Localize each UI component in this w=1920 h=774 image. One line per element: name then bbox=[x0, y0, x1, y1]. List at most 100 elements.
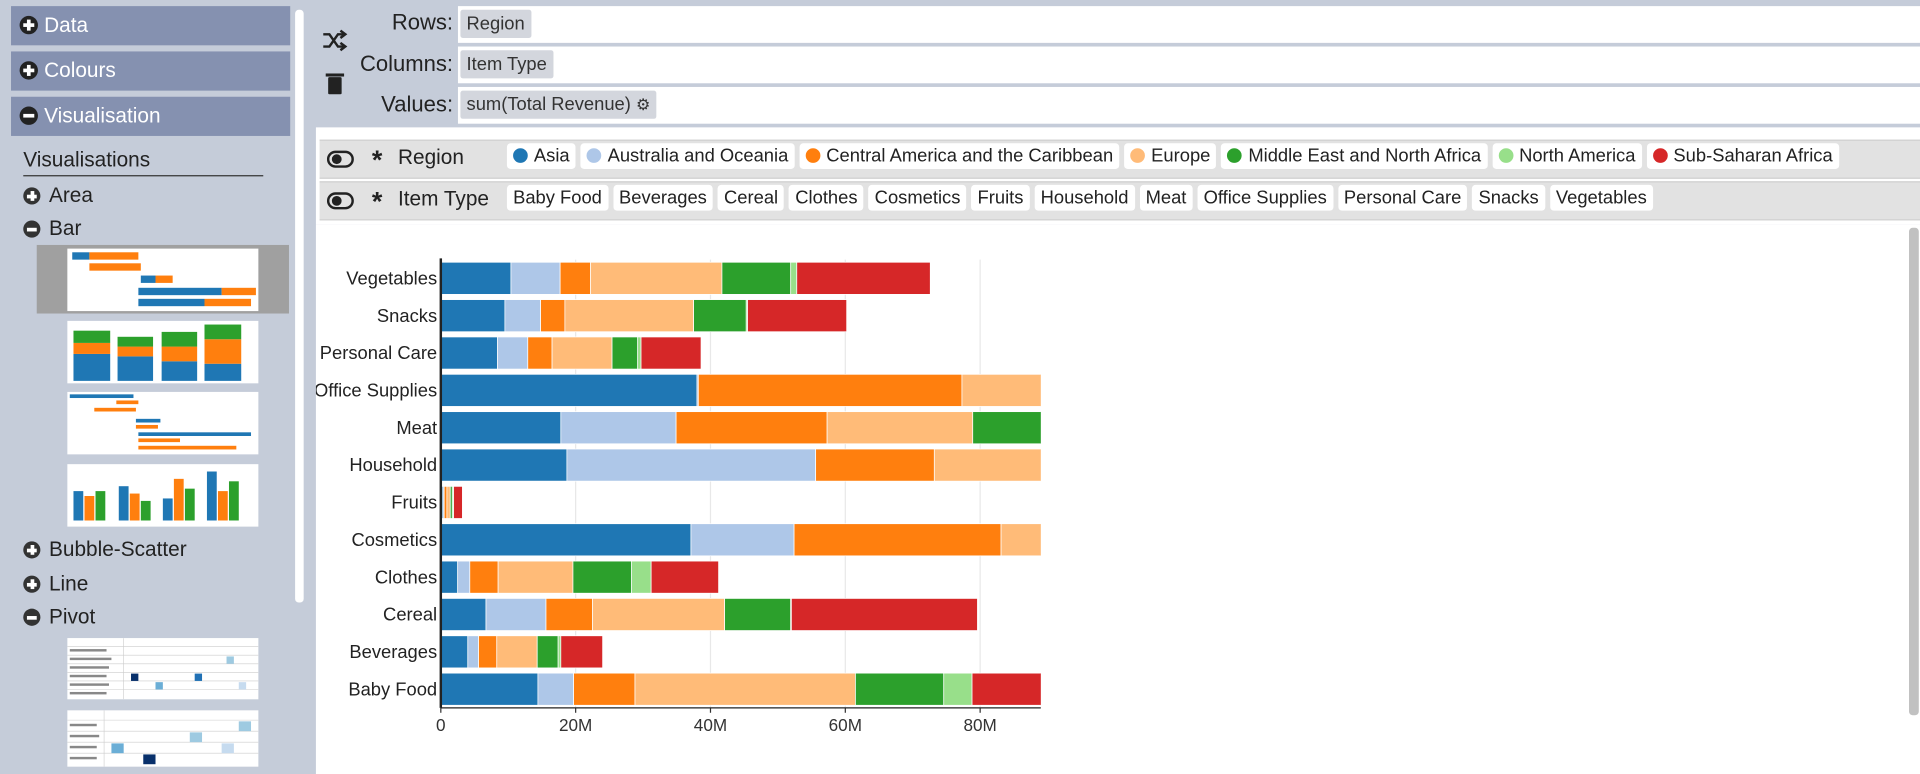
bar-segment bbox=[559, 261, 591, 295]
bar-segment bbox=[1224, 449, 1426, 481]
legend-label: Europe bbox=[1151, 145, 1211, 167]
filter-chip[interactable]: Asia bbox=[506, 143, 576, 170]
bar-segment bbox=[545, 598, 593, 631]
bar-segment bbox=[440, 373, 698, 407]
section-button[interactable]: Colours bbox=[11, 51, 291, 91]
shelf-chip[interactable]: sum(Total Revenue) ⚙ bbox=[460, 90, 657, 119]
bar-segment bbox=[1265, 374, 1285, 406]
shelf-label: Columns: bbox=[359, 51, 454, 76]
bar-segment bbox=[697, 373, 963, 407]
tree-item[interactable]: Bar bbox=[23, 216, 81, 243]
y-tick-label: Cereal bbox=[383, 604, 437, 625]
y-tick-label: Vegetables bbox=[346, 267, 437, 288]
bar-segment bbox=[961, 373, 1041, 407]
thumbnail[interactable] bbox=[67, 248, 259, 312]
bar-segment bbox=[527, 336, 553, 370]
bar-segment bbox=[440, 336, 498, 370]
shuffle-icon[interactable] bbox=[323, 33, 345, 48]
shelf-label: Values: bbox=[381, 91, 454, 117]
filter-row: * Item Type Baby Food Beverages Cereal Clot… bbox=[319, 181, 1920, 221]
filter-icons[interactable]: * bbox=[326, 191, 383, 213]
shelf-chip[interactable]: Item Type bbox=[460, 50, 553, 79]
tree-item[interactable]: Pivot bbox=[23, 604, 95, 631]
bar-segment bbox=[637, 336, 642, 370]
bar-segment bbox=[675, 411, 828, 445]
bar-segment bbox=[497, 336, 529, 370]
section-button[interactable]: Visualisation bbox=[11, 96, 291, 136]
shelf-chip[interactable]: Region bbox=[460, 9, 531, 38]
bar-segment bbox=[790, 261, 798, 295]
legend-dot bbox=[586, 148, 602, 163]
scrollbar[interactable] bbox=[1908, 227, 1919, 716]
filter-chip[interactable]: Cereal bbox=[717, 184, 785, 211]
thumbnail[interactable] bbox=[67, 638, 259, 700]
thumbnail[interactable] bbox=[67, 391, 259, 455]
thumbnail[interactable] bbox=[67, 710, 259, 767]
filter-chip[interactable]: Central America and the Caribbean bbox=[799, 143, 1120, 170]
section-button[interactable]: Data bbox=[11, 6, 291, 46]
tree-item[interactable]: Line bbox=[23, 571, 88, 598]
filter-chip[interactable]: Household bbox=[1034, 184, 1135, 211]
y-tick-label: Fruits bbox=[391, 492, 437, 513]
bar-segment bbox=[724, 598, 792, 631]
filter-chip[interactable]: Beverages bbox=[612, 184, 713, 211]
bar-segment bbox=[650, 560, 719, 594]
bars bbox=[440, 261, 1455, 706]
filter-chip[interactable]: Australia and Oceania bbox=[580, 143, 795, 170]
bar-segment bbox=[796, 261, 931, 295]
thumbnail[interactable] bbox=[67, 464, 259, 527]
filter-chip[interactable]: Fruits bbox=[971, 184, 1030, 211]
scrollbar[interactable] bbox=[295, 9, 304, 603]
filter-chips: Asia Australia and Oceania Central America… bbox=[506, 143, 1844, 170]
bar-segment bbox=[1237, 524, 1250, 556]
bar-segment bbox=[693, 299, 747, 333]
y-tick-label: Household bbox=[349, 454, 437, 475]
filter-label: Region bbox=[397, 145, 464, 170]
bar-segment bbox=[826, 411, 974, 445]
bar-segment bbox=[564, 299, 694, 333]
filter-chip[interactable]: North America bbox=[1492, 143, 1642, 170]
svg-text:*: * bbox=[372, 149, 383, 171]
bar-segment bbox=[721, 261, 792, 295]
bar-segment bbox=[1130, 374, 1265, 406]
bar-segment bbox=[793, 523, 1002, 557]
bar-segment bbox=[690, 523, 795, 557]
shelf-box[interactable]: Region bbox=[457, 6, 1920, 43]
bar-segment bbox=[440, 560, 459, 594]
legend-label: Middle East and North Africa bbox=[1248, 145, 1482, 167]
filter-chip[interactable]: Snacks bbox=[1472, 184, 1545, 211]
filter-chip[interactable]: Cosmetics bbox=[868, 184, 967, 211]
filter-chip[interactable]: Clothes bbox=[789, 184, 864, 211]
bar-segment bbox=[485, 598, 547, 631]
bar-segment bbox=[440, 672, 539, 706]
shelf-box[interactable]: sum(Total Revenue) ⚙ bbox=[457, 86, 1920, 124]
x-tick-label: 20M bbox=[559, 715, 592, 735]
filter-chip[interactable]: Office Supplies bbox=[1197, 184, 1333, 211]
filter-chip[interactable]: Europe bbox=[1124, 143, 1217, 170]
tree-item[interactable]: Area bbox=[23, 182, 93, 209]
legend-label: Sub-Saharan Africa bbox=[1673, 145, 1833, 167]
tree-item[interactable]: Bubble-Scatter bbox=[23, 536, 187, 563]
thumbnail[interactable] bbox=[67, 320, 259, 384]
filter-chip[interactable]: Vegetables bbox=[1549, 184, 1653, 211]
bar-segment bbox=[1286, 374, 1455, 406]
y-tick-label: Meat bbox=[396, 417, 437, 438]
filter-icons[interactable]: * bbox=[326, 149, 383, 171]
shelf-box[interactable]: Item Type bbox=[457, 46, 1920, 84]
filter-chip[interactable]: Baby Food bbox=[506, 184, 609, 211]
filter-chip[interactable]: Sub-Saharan Africa bbox=[1646, 143, 1839, 170]
bar-segment bbox=[467, 635, 479, 669]
legend-label: North America bbox=[1519, 145, 1636, 167]
bar-segment bbox=[443, 486, 448, 519]
bar-segment bbox=[590, 261, 723, 295]
bar-segment bbox=[640, 336, 702, 370]
bar-segment bbox=[440, 598, 487, 631]
bar-segment bbox=[1087, 412, 1222, 444]
filter-chip[interactable]: Meat bbox=[1139, 184, 1193, 211]
item-label: Pivot bbox=[48, 605, 96, 629]
legend-dot bbox=[513, 148, 528, 163]
trash-icon[interactable] bbox=[328, 77, 342, 95]
filter-chip[interactable]: Middle East and North Africa bbox=[1221, 143, 1488, 170]
filter-chip[interactable]: Personal Care bbox=[1337, 184, 1468, 211]
legend-label: Central America and the Caribbean bbox=[826, 145, 1114, 167]
